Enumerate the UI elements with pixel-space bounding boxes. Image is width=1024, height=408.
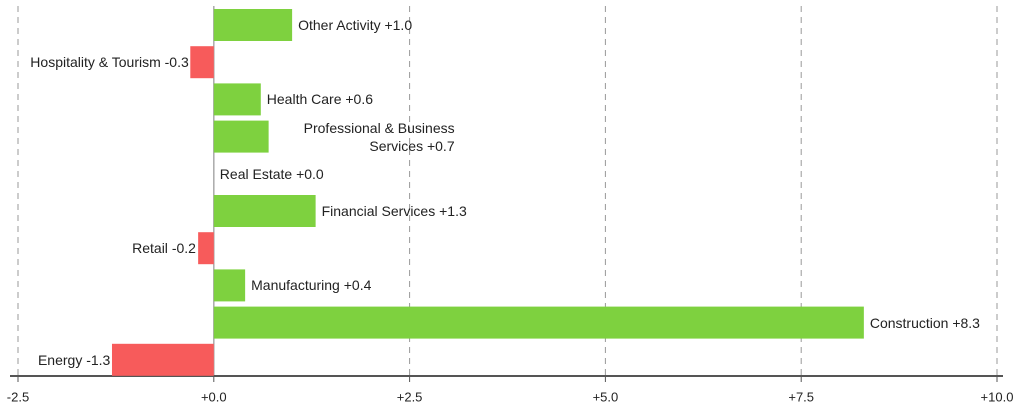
x-tick-label: -2.5 xyxy=(7,389,29,404)
category-label: Financial Services xyxy=(321,203,436,219)
x-tick-label: +0.0 xyxy=(201,389,227,404)
value-label: +0.6 xyxy=(345,91,374,108)
x-tick-label: +10.0 xyxy=(981,389,1014,404)
bar-label: Manufacturing +0.4 xyxy=(251,276,371,294)
bar xyxy=(111,343,214,376)
bar xyxy=(190,46,214,79)
category-label: Hospitality & Tourism xyxy=(30,54,161,71)
value-label: +0.0 xyxy=(296,165,324,182)
value-label: -0.2 xyxy=(171,240,196,257)
bar-label: Health Care +0.6 xyxy=(267,90,373,108)
bar xyxy=(213,195,316,227)
bar-label: Real Estate +0.0 xyxy=(220,165,324,183)
bar-label: Hospitality & Tourism -0.3 xyxy=(30,53,188,71)
bar-label: Professional & Business Services +0.7 xyxy=(275,119,455,155)
bar-label: Retail -0.2 xyxy=(132,239,196,257)
bar xyxy=(213,83,261,116)
bar xyxy=(198,232,214,265)
category-label: Health Care xyxy=(266,91,342,108)
category-label: Construction xyxy=(869,314,949,331)
bar xyxy=(213,9,293,41)
bar-label: Construction +8.3 xyxy=(870,314,980,332)
value-label: -0.3 xyxy=(164,54,189,71)
value-label: -1.3 xyxy=(86,351,111,368)
bar xyxy=(213,306,864,339)
category-label: Professional & Business Services xyxy=(303,119,455,154)
value-label: +8.3 xyxy=(952,314,980,331)
category-label: Real Estate xyxy=(219,165,293,182)
category-label: Energy xyxy=(37,351,83,368)
x-tick-label: +7.5 xyxy=(788,389,814,404)
category-label: Retail xyxy=(132,240,168,257)
bar xyxy=(213,120,269,153)
bar xyxy=(213,269,246,302)
value-label: +0.4 xyxy=(343,277,372,294)
x-tick-label: +2.5 xyxy=(397,389,423,404)
category-label: Manufacturing xyxy=(251,277,340,294)
bar-label: Financial Services +1.3 xyxy=(322,202,467,220)
value-label: +1.0 xyxy=(384,17,413,33)
value-label: +0.7 xyxy=(426,137,455,154)
bar-label: Energy -1.3 xyxy=(38,351,110,369)
x-tick-label: +5.0 xyxy=(593,389,619,404)
category-label: Other Activity xyxy=(298,17,381,33)
value-label: +1.3 xyxy=(439,203,467,219)
bar-label: Other Activity +1.0 xyxy=(298,16,412,34)
